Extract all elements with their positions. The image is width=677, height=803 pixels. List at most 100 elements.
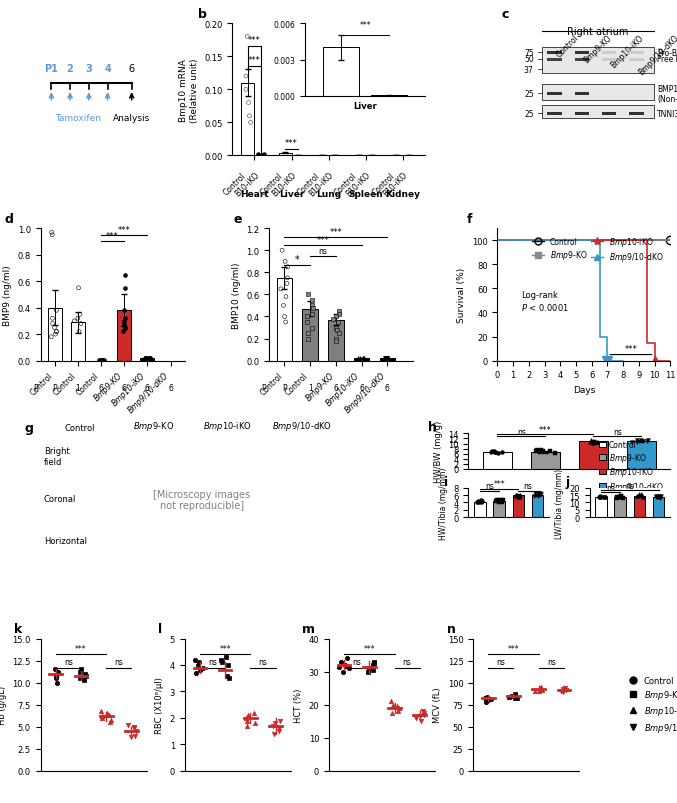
Point <box>510 489 521 502</box>
Point <box>594 491 605 503</box>
Point <box>393 702 404 715</box>
Bar <box>602 112 616 116</box>
Point <box>269 728 280 740</box>
Point <box>250 717 261 730</box>
Point <box>328 313 338 326</box>
Point <box>534 682 545 695</box>
Point <box>307 300 318 312</box>
Point <box>279 311 290 324</box>
Point <box>599 491 610 504</box>
Text: ns: ns <box>64 658 73 666</box>
Point <box>332 316 343 329</box>
Point <box>418 705 429 718</box>
Bar <box>71 323 85 361</box>
Point <box>637 491 648 503</box>
Text: 6: 6 <box>168 384 173 393</box>
Point <box>651 491 661 503</box>
Point <box>240 84 251 96</box>
Point <box>258 149 269 162</box>
Point <box>334 308 345 321</box>
Point <box>560 682 571 695</box>
Point <box>195 664 206 677</box>
Point <box>632 436 642 449</box>
Text: ***: *** <box>539 425 552 434</box>
Text: f: f <box>466 212 472 226</box>
Point <box>120 282 131 295</box>
Bar <box>575 52 589 55</box>
Y-axis label: MCV (fL): MCV (fL) <box>433 687 442 723</box>
Point <box>387 699 398 711</box>
Point <box>496 494 507 507</box>
Point <box>280 291 291 304</box>
Point <box>393 705 403 718</box>
Point <box>418 707 429 719</box>
Text: ns: ns <box>626 481 634 490</box>
Point <box>102 707 112 720</box>
Text: ***: *** <box>494 480 505 489</box>
Point <box>217 656 227 669</box>
Bar <box>278 153 292 157</box>
Legend: Control, $Bmp9$-KO, $Bmp10$-iKO, $Bmp9/10$-dKO: Control, $Bmp9$-KO, $Bmp10$-iKO, $Bmp9/1… <box>529 233 666 267</box>
Bar <box>629 59 644 62</box>
Point <box>615 491 626 503</box>
Point <box>561 683 571 696</box>
Point <box>611 491 622 503</box>
Point <box>489 446 500 459</box>
Text: ***: *** <box>118 226 131 234</box>
Point <box>332 324 343 336</box>
Point <box>303 288 314 301</box>
Y-axis label: HCT (%): HCT (%) <box>294 687 303 722</box>
Text: b: b <box>198 7 206 21</box>
Point <box>256 149 267 162</box>
Point <box>369 655 380 668</box>
Point <box>538 446 548 459</box>
Text: Bmp10-iKO: Bmp10-iKO <box>111 370 148 407</box>
Point <box>493 447 504 460</box>
Point <box>242 714 253 727</box>
Text: 6: 6 <box>129 64 135 75</box>
Point <box>330 322 341 335</box>
Text: Lung: Lung <box>316 190 341 198</box>
Text: Analysis: Analysis <box>113 114 150 123</box>
Bar <box>380 359 395 361</box>
Point <box>97 710 108 723</box>
Text: ns: ns <box>208 658 217 666</box>
Point <box>301 311 312 324</box>
Text: Bmp9/10-dKO: Bmp9/10-dKO <box>127 370 171 414</box>
Point <box>642 435 653 448</box>
Point <box>79 667 90 680</box>
Text: P1: P1 <box>45 64 58 75</box>
Text: ***: *** <box>248 56 261 65</box>
Point <box>307 294 318 307</box>
Point <box>599 491 610 503</box>
Y-axis label: BMP10 (ng/ml): BMP10 (ng/ml) <box>232 262 240 328</box>
Y-axis label: BMP9 (ng/ml): BMP9 (ng/ml) <box>3 265 12 325</box>
Text: P: P <box>34 384 39 393</box>
Text: 50: 50 <box>524 55 533 64</box>
Point <box>353 353 364 365</box>
Point <box>635 489 646 502</box>
Point <box>513 491 524 503</box>
Point <box>615 491 626 503</box>
Point <box>510 490 521 503</box>
Legend: Control, $Bmp9$-KO, $Bmp10$-iKO, $Bmp9/10$-dKO: Control, $Bmp9$-KO, $Bmp10$-iKO, $Bmp9/1… <box>621 672 677 737</box>
Point <box>51 326 62 339</box>
Bar <box>531 452 560 469</box>
Text: Control: Control <box>28 370 55 397</box>
Y-axis label: HW/Tibia (mg/mm): HW/Tibia (mg/mm) <box>439 467 447 539</box>
Text: B10-iKO: B10-iKO <box>345 171 372 198</box>
Point <box>139 352 150 365</box>
Point <box>243 97 254 110</box>
Point <box>282 272 293 285</box>
Text: 2: 2 <box>67 64 74 75</box>
Point <box>52 676 63 689</box>
Point <box>535 446 546 459</box>
Point <box>253 149 264 161</box>
Text: Free Pro: Free Pro <box>657 55 677 64</box>
Point <box>69 315 80 328</box>
Point <box>280 316 291 329</box>
Text: Control: Control <box>64 423 95 433</box>
Point <box>46 331 57 344</box>
Point <box>385 695 396 708</box>
Text: Bright
field: Bright field <box>44 446 70 466</box>
